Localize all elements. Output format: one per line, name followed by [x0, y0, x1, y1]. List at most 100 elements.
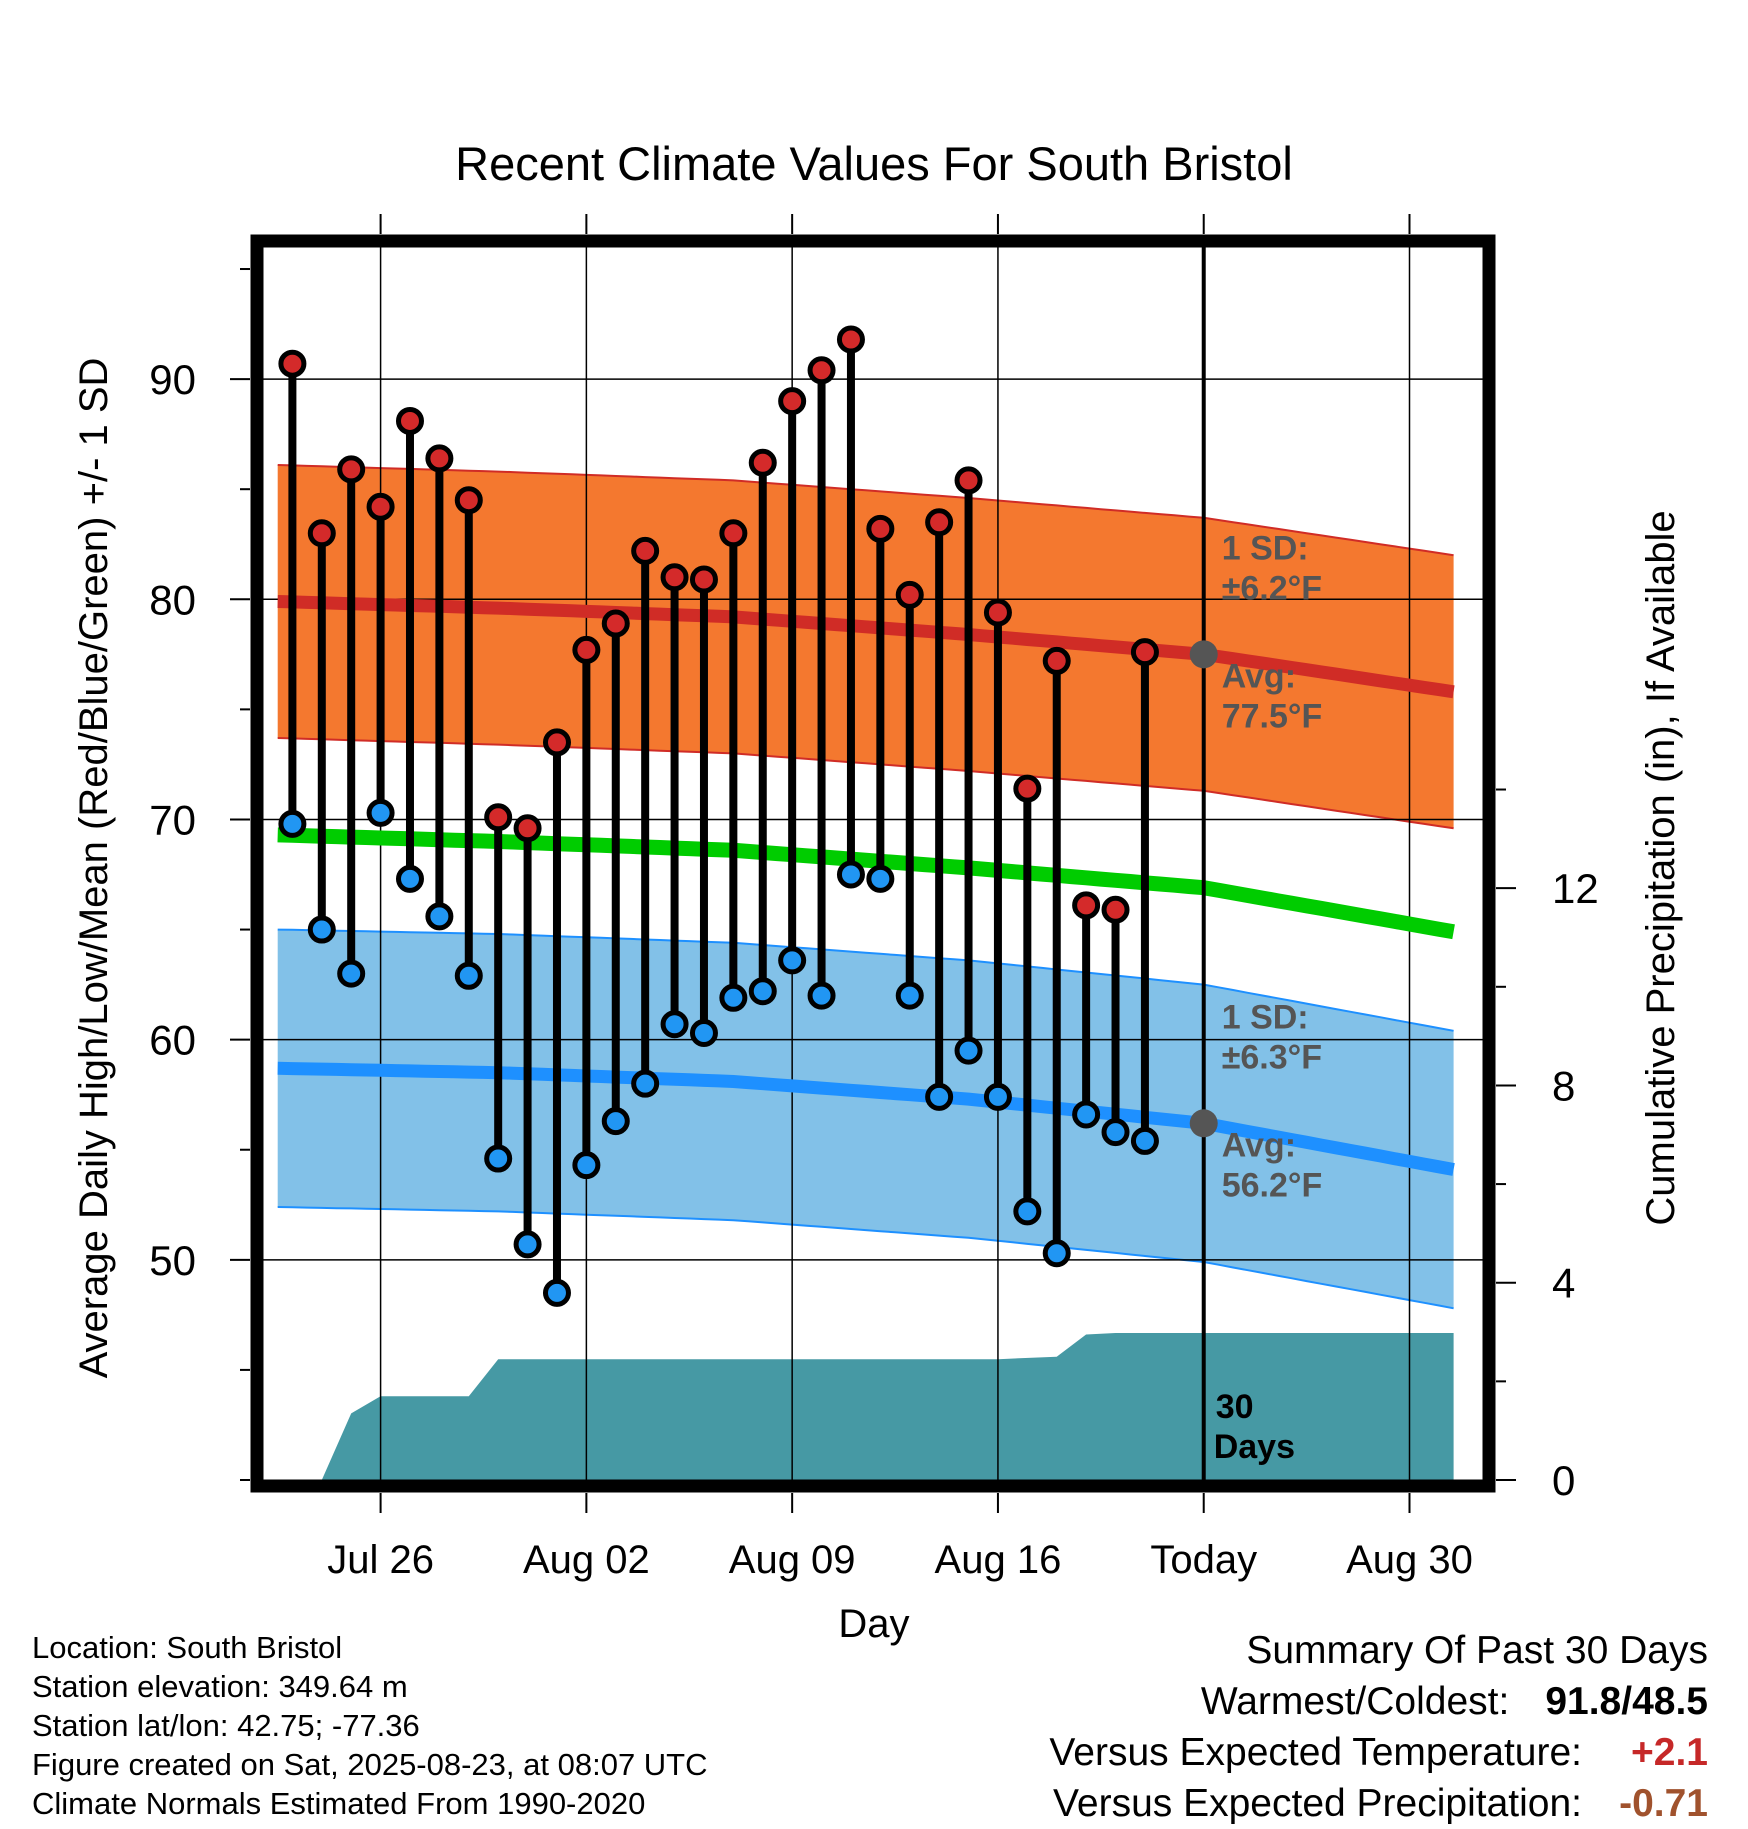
obs-low-point	[748, 977, 777, 1006]
obs-low-point	[660, 1010, 689, 1039]
obs-low-point	[454, 961, 483, 990]
x-tick-label: Today	[1150, 1538, 1257, 1582]
high-sd-value: ±6.2°F	[1222, 569, 1322, 607]
obs-high-point	[395, 406, 424, 435]
obs-high-point	[513, 814, 542, 843]
low-avg-title: Avg:	[1222, 1126, 1296, 1164]
x-tick-label: Aug 16	[935, 1538, 1062, 1582]
normals-text: Climate Normals Estimated From 1990-2020	[32, 1786, 646, 1821]
obs-low-point	[542, 1278, 571, 1307]
obs-low-point	[895, 981, 924, 1010]
obs-high-point	[807, 356, 836, 385]
temp-departure-value: +2.1	[1631, 1731, 1708, 1774]
low-sd-title: 1 SD:	[1222, 998, 1309, 1036]
obs-high-point	[337, 455, 366, 484]
normal-low-line	[277, 1061, 1455, 1176]
obs-high-point	[748, 448, 777, 477]
y2-tick-label: 4	[1552, 1260, 1575, 1307]
obs-high-point	[778, 387, 807, 416]
y-tick-label: 90	[149, 356, 196, 403]
obs-low-point	[425, 902, 454, 931]
temp-departure-row: Versus Expected Temperature: +2.1	[1049, 1727, 1708, 1778]
high-sd-band	[277, 465, 1454, 829]
obs-high-point	[1013, 774, 1042, 803]
obs-high-point	[484, 803, 513, 832]
normal-mean-line	[277, 827, 1455, 940]
obs-high-point	[454, 486, 483, 515]
y-axis-label: Average Daily High/Low/Mean (Red/Blue/Gr…	[72, 358, 116, 1379]
window-label-number: 30	[1216, 1388, 1254, 1426]
normal-high-line	[277, 595, 1455, 699]
warmest-coldest-value: 91.8/48.5	[1545, 1680, 1708, 1723]
chart-title: Recent Climate Values For South Bristol	[455, 137, 1293, 190]
obs-high-point	[866, 514, 895, 543]
obs-high-point	[895, 580, 924, 609]
low-avg-value: 56.2°F	[1222, 1166, 1323, 1204]
station-info: Location: South Bristol Station elevatio…	[32, 1628, 708, 1823]
obs-low-point	[954, 1036, 983, 1065]
obs-low-point	[866, 864, 895, 893]
obs-low-point	[601, 1107, 630, 1136]
high-sd-title: 1 SD:	[1222, 529, 1309, 567]
high-sd-lower-edge	[277, 737, 1454, 830]
obs-low-point	[778, 946, 807, 975]
y2-axis-label: Cumulative Precipitation (in), If Availa…	[1639, 510, 1683, 1225]
obs-low-point	[719, 983, 748, 1012]
obs-high-point	[954, 466, 983, 495]
warmest-coldest-label: Warmest/Coldest:	[1200, 1680, 1510, 1723]
created-text: Figure created on Sat, 2025-08-23, at 08…	[32, 1747, 708, 1782]
low-sd-band	[277, 929, 1454, 1309]
low-sd-upper-edge	[277, 928, 1454, 1032]
y2-tick-label: 12	[1552, 865, 1599, 912]
y-tick-label: 50	[149, 1237, 196, 1284]
y2-tick-label: 0	[1552, 1457, 1575, 1504]
summary-panel: Summary Of Past 30 Days Warmest/Coldest:…	[1049, 1625, 1708, 1829]
precip-area	[277, 1333, 1454, 1480]
y-tick-label: 70	[149, 796, 196, 843]
today-high-avg-marker	[1189, 640, 1218, 669]
precip-departure-row: Versus Expected Precipitation: -0.71	[1049, 1778, 1708, 1829]
obs-high-point	[1072, 891, 1101, 920]
obs-low-point	[337, 959, 366, 988]
plot-frame	[250, 234, 1496, 1493]
window-label-days: Days	[1214, 1428, 1295, 1466]
obs-low-point	[1072, 1100, 1101, 1129]
obs-high-point	[542, 728, 571, 757]
obs-low-point	[1013, 1197, 1042, 1226]
obs-high-point	[1130, 638, 1159, 667]
elevation-text: Station elevation: 349.64 m	[32, 1669, 408, 1704]
x-tick-label: Aug 02	[523, 1538, 650, 1582]
obs-low-point	[484, 1144, 513, 1173]
today-low-avg-marker	[1189, 1109, 1218, 1138]
obs-low-point	[925, 1082, 954, 1111]
obs-high-point	[1042, 646, 1071, 675]
y2-tick-label: 8	[1552, 1062, 1575, 1109]
obs-high-point	[601, 609, 630, 638]
obs-low-point	[1101, 1118, 1130, 1147]
obs-high-point	[425, 444, 454, 473]
obs-low-point	[1130, 1126, 1159, 1155]
obs-low-point	[513, 1230, 542, 1259]
low-sd-lower-edge	[277, 1206, 1454, 1310]
obs-low-point	[631, 1069, 660, 1098]
precip-departure-value: -0.71	[1619, 1782, 1708, 1825]
y-tick-label: 80	[149, 576, 196, 623]
obs-low-point	[1042, 1239, 1071, 1268]
obs-low-point	[307, 915, 336, 944]
x-axis-label: Day	[838, 1602, 909, 1646]
summary-title: Summary Of Past 30 Days	[1246, 1629, 1708, 1672]
x-tick-label: Jul 26	[327, 1538, 434, 1582]
obs-low-point	[689, 1019, 718, 1048]
obs-low-point	[366, 798, 395, 827]
obs-high-point	[1101, 895, 1130, 924]
obs-high-point	[278, 349, 307, 378]
warmest-coldest-row: Warmest/Coldest: 91.8/48.5	[1049, 1676, 1708, 1727]
x-tick-label: Aug 30	[1346, 1538, 1473, 1582]
obs-low-point	[807, 981, 836, 1010]
latlon-text: Station lat/lon: 42.75; -77.36	[32, 1708, 420, 1743]
obs-low-point	[395, 864, 424, 893]
low-sd-value: ±6.3°F	[1222, 1038, 1322, 1076]
obs-low-point	[836, 860, 865, 889]
obs-high-point	[660, 563, 689, 592]
